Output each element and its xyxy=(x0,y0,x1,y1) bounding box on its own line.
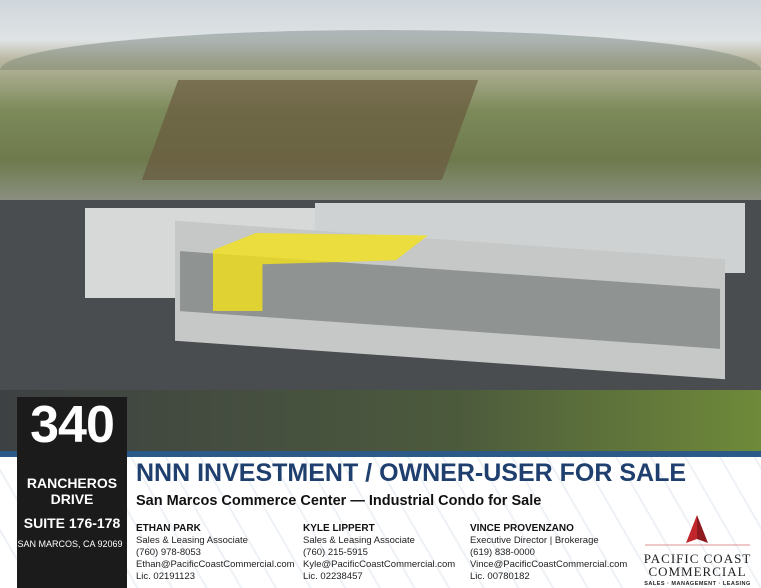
headline: NNN INVESTMENT / OWNER-USER FOR SALE xyxy=(136,459,687,487)
address-panel: 340 RANCHEROS DRIVE SUITE 176-178 SAN MA… xyxy=(17,397,127,588)
contact-license: Lic. 02191123 xyxy=(136,571,195,582)
subtitle: San Marcos Commerce Center — Industrial … xyxy=(136,493,542,509)
contact-title: Executive Director | Brokerage xyxy=(470,535,599,546)
pacific-coast-commercial-logo: PACIFIC COAST COMMERCIAL SALES · MANAGEM… xyxy=(640,515,755,587)
contact-title: Sales & Leasing Associate xyxy=(303,535,415,546)
city-state-zip: SAN MARCOS, CA 92069 xyxy=(17,539,123,549)
contact-name: KYLE LIPPERT xyxy=(303,523,375,534)
contact-license: Lic. 00780182 xyxy=(470,571,530,582)
pyramid-icon xyxy=(645,515,750,546)
street-name: RANCHEROS DRIVE xyxy=(26,475,118,507)
contact-name: VINCE PROVENZANO xyxy=(470,523,574,534)
suite-number: SUITE 176-178 xyxy=(23,515,121,531)
contact-kyle-lippert: KYLE LIPPERT Sales & Leasing Associate (… xyxy=(303,523,455,583)
contact-email[interactable]: Kyle@PacificCoastCommercial.com xyxy=(303,559,456,570)
aerial-property-photo xyxy=(0,0,761,451)
contact-email[interactable]: Vince@PacificCoastCommercial.com xyxy=(470,559,628,570)
contact-phone[interactable]: (760) 215-5915 xyxy=(303,547,368,558)
street-number: 340 xyxy=(30,396,115,454)
contact-phone[interactable]: (760) 978-8053 xyxy=(136,547,201,558)
contact-email[interactable]: Ethan@PacificCoastCommercial.com xyxy=(136,559,295,570)
divider-band xyxy=(0,451,761,457)
contact-license: Lic. 02238457 xyxy=(303,571,363,582)
contact-title: Sales & Leasing Associate xyxy=(136,535,248,546)
contact-name: ETHAN PARK xyxy=(136,523,201,534)
contact-phone[interactable]: (619) 838-0000 xyxy=(470,547,535,558)
contact-ethan-park: ETHAN PARK Sales & Leasing Associate (76… xyxy=(136,523,295,583)
contact-vince-provenzano: VINCE PROVENZANO Executive Director | Br… xyxy=(470,523,627,583)
